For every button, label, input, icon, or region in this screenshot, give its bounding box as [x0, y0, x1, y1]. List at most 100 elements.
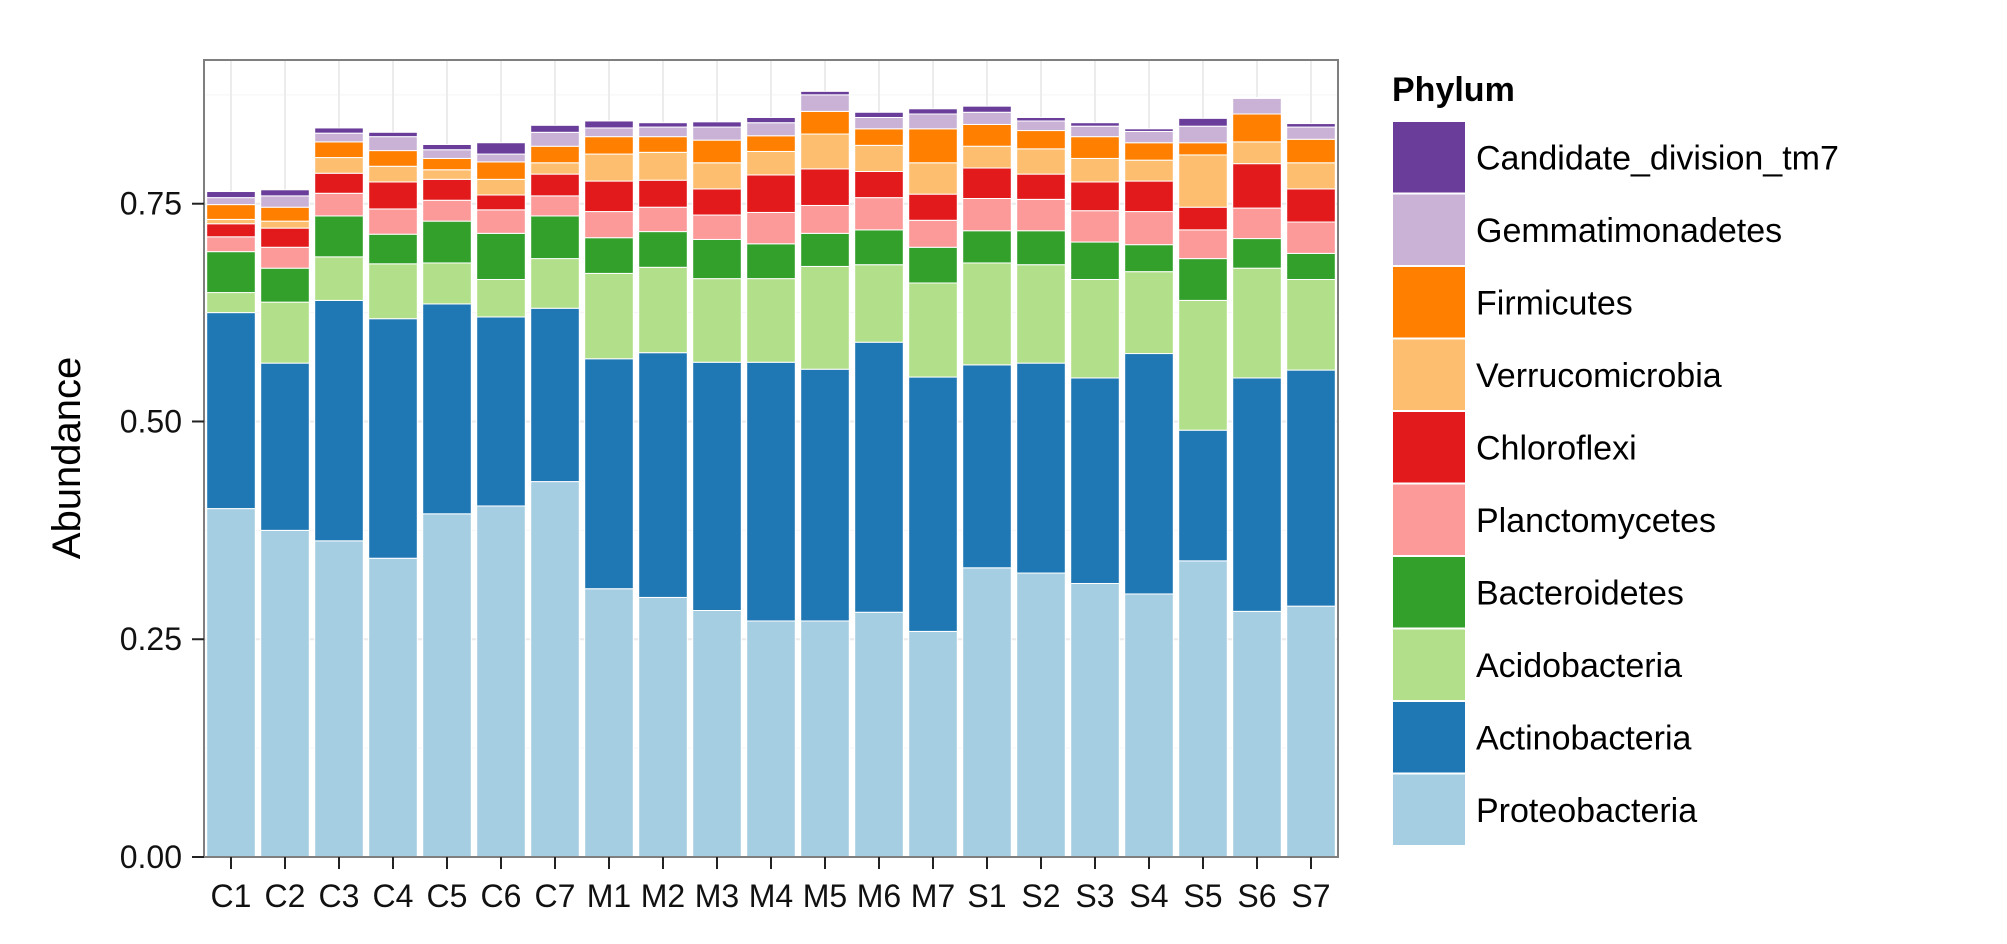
- bar-segment-M4-Chloroflexi: [746, 174, 796, 213]
- x-tick-label: M7: [911, 878, 955, 914]
- bar-segment-S7-Planctomycetes: [1286, 221, 1336, 254]
- bar-segment-C4-Planctomycetes: [368, 208, 418, 235]
- x-tick-label: C6: [481, 878, 522, 914]
- bar-segment-C1-Chloroflexi: [206, 223, 256, 238]
- bar-segment-M2-Planctomycetes: [638, 206, 688, 233]
- bar-segment-C2-Acidobacteria: [260, 301, 310, 364]
- bar-segment-S7-Actinobacteria: [1286, 369, 1336, 607]
- bar-segment-S2-Acidobacteria: [1016, 264, 1066, 364]
- bar-segment-C1-Verrucomicrobia: [206, 218, 256, 225]
- bar-segment-C4-Candidate_division_tm7: [368, 131, 418, 138]
- bar-segment-C6-Planctomycetes: [476, 209, 526, 234]
- bar-segment-C2-Firmicutes: [260, 206, 310, 222]
- x-tick-label: C3: [319, 878, 360, 914]
- y-tick-label: 0.25: [120, 621, 182, 657]
- bar-segment-C3-Verrucomicrobia: [314, 157, 364, 174]
- x-axis: C1 C2 C3 C4 C5 C6 C7 M1 M2 M3 M4 M5 M6 M7 S1 S2 S3 S4 S5 S6…: [211, 857, 1331, 914]
- bar-segment-M5-Planctomycetes: [800, 204, 850, 234]
- bar-segment-M1-Gemmatimonadetes: [584, 127, 634, 138]
- bar-segment-C4-Bacteroidetes: [368, 233, 418, 265]
- bar-segment-M5-Candidate_division_tm7: [800, 90, 850, 96]
- bar-segment-M4-Proteobacteria: [746, 620, 796, 858]
- bar-segment-S1-Planctomycetes: [962, 197, 1012, 232]
- bar-segment-S3-Planctomycetes: [1070, 210, 1120, 243]
- legend-key-Acidobacteria: [1391, 627, 1467, 702]
- bar-segment-M4-Gemmatimonadetes: [746, 122, 796, 137]
- bar-segment-C3-Proteobacteria: [314, 540, 364, 858]
- bar-segment-C4-Firmicutes: [368, 150, 418, 167]
- bar-segment-C7-Candidate_division_tm7: [530, 124, 580, 133]
- bar-segment-M2-Gemmatimonadetes: [638, 126, 688, 138]
- bar-segment-M3-Chloroflexi: [692, 188, 742, 216]
- x-tick-label: M5: [803, 878, 847, 914]
- bar-segment-M4-Bacteroidetes: [746, 243, 796, 280]
- bar-segment-S4-Firmicutes: [1124, 142, 1174, 161]
- bar-segment-C6-Firmicutes: [476, 161, 526, 180]
- bar-segment-S5-Proteobacteria: [1178, 560, 1228, 858]
- bar-segment-M6-Proteobacteria: [854, 611, 904, 858]
- bar-segment-S4-Planctomycetes: [1124, 211, 1174, 246]
- bar-segment-S7-Bacteroidetes: [1286, 252, 1336, 281]
- bar-segment-S6-Candidate_division_tm7: [1232, 96, 1282, 99]
- bar-segment-M2-Candidate_division_tm7: [638, 122, 688, 128]
- bar-segment-C2-Bacteroidetes: [260, 267, 310, 303]
- bar-segment-M5-Actinobacteria: [800, 368, 850, 622]
- x-tick-label: S4: [1129, 878, 1168, 914]
- bar-segment-S5-Firmicutes: [1178, 142, 1228, 156]
- legend-key-Chloroflexi: [1391, 410, 1467, 485]
- bar-segment-M6-Bacteroidetes: [854, 229, 904, 266]
- x-tick-label: S1: [967, 878, 1006, 914]
- bar-segment-M3-Planctomycetes: [692, 214, 742, 240]
- bar-segment-C6-Gemmatimonadetes: [476, 153, 526, 163]
- bar-segment-C1-Bacteroidetes: [206, 251, 256, 294]
- bar-segment-M1-Firmicutes: [584, 136, 634, 155]
- bar-segment-C3-Gemmatimonadetes: [314, 132, 364, 143]
- bar-segment-M5-Acidobacteria: [800, 265, 850, 370]
- bar-segment-M3-Verrucomicrobia: [692, 162, 742, 190]
- bar-segment-C1-Acidobacteria: [206, 292, 256, 314]
- bar-segment-M3-Candidate_division_tm7: [692, 121, 742, 128]
- bar-segment-C7-Planctomycetes: [530, 195, 580, 217]
- bar-segment-S2-Planctomycetes: [1016, 198, 1066, 232]
- x-tick-label: M1: [587, 878, 631, 914]
- bar-segment-S6-Bacteroidetes: [1232, 238, 1282, 269]
- bar-segment-S3-Firmicutes: [1070, 136, 1120, 159]
- bar-segment-M2-Bacteroidetes: [638, 231, 688, 268]
- legend-label-Planctomycetes: Planctomycetes: [1476, 502, 1716, 540]
- bar-segment-M7-Proteobacteria: [908, 630, 958, 858]
- bar-segment-M4-Candidate_division_tm7: [746, 116, 796, 124]
- bar-segment-C3-Candidate_division_tm7: [314, 127, 364, 134]
- bar-segment-S4-Candidate_division_tm7: [1124, 128, 1174, 132]
- bar-segment-M2-Proteobacteria: [638, 596, 688, 858]
- legend-label-Proteobacteria: Proteobacteria: [1476, 792, 1697, 830]
- bar-segment-S1-Candidate_division_tm7: [962, 105, 1012, 113]
- y-tick-label: 0.75: [120, 186, 182, 222]
- bar-segment-C3-Actinobacteria: [314, 299, 364, 542]
- bar-segment-S6-Actinobacteria: [1232, 377, 1282, 612]
- bar-segment-S6-Planctomycetes: [1232, 207, 1282, 240]
- bar-segment-S2-Proteobacteria: [1016, 572, 1066, 858]
- bar-segment-M2-Firmicutes: [638, 136, 688, 153]
- bar-segment-C6-Candidate_division_tm7: [476, 142, 526, 155]
- bar-segment-M3-Gemmatimonadetes: [692, 126, 742, 141]
- bar-segment-S4-Proteobacteria: [1124, 593, 1174, 858]
- legend-key-Bacteroidetes: [1391, 555, 1467, 630]
- bar-segment-S3-Bacteroidetes: [1070, 241, 1120, 281]
- bar-segment-C4-Verrucomicrobia: [368, 165, 418, 183]
- bar-segment-C5-Bacteroidetes: [422, 220, 472, 264]
- legend-label-Chloroflexi: Chloroflexi: [1476, 429, 1637, 467]
- legend-label-Bacteroidetes: Bacteroidetes: [1476, 574, 1684, 612]
- bar-segment-S3-Gemmatimonadetes: [1070, 125, 1120, 138]
- bar-segment-C2-Proteobacteria: [260, 529, 310, 858]
- legend-key-Gemmatimonadetes: [1391, 192, 1467, 267]
- bar-segment-S1-Acidobacteria: [962, 262, 1012, 366]
- legend-label-Firmicutes: Firmicutes: [1476, 284, 1633, 322]
- bar-segment-M1-Candidate_division_tm7: [584, 120, 634, 129]
- legend-key-Candidate_division_tm7: [1391, 120, 1467, 195]
- x-tick-label: S3: [1075, 878, 1114, 914]
- bar-segment-S5-Gemmatimonadetes: [1178, 125, 1228, 144]
- bar-segment-C1-Actinobacteria: [206, 312, 256, 510]
- bar-segment-S6-Gemmatimonadetes: [1232, 97, 1282, 115]
- bar-segment-C2-Verrucomicrobia: [260, 220, 310, 229]
